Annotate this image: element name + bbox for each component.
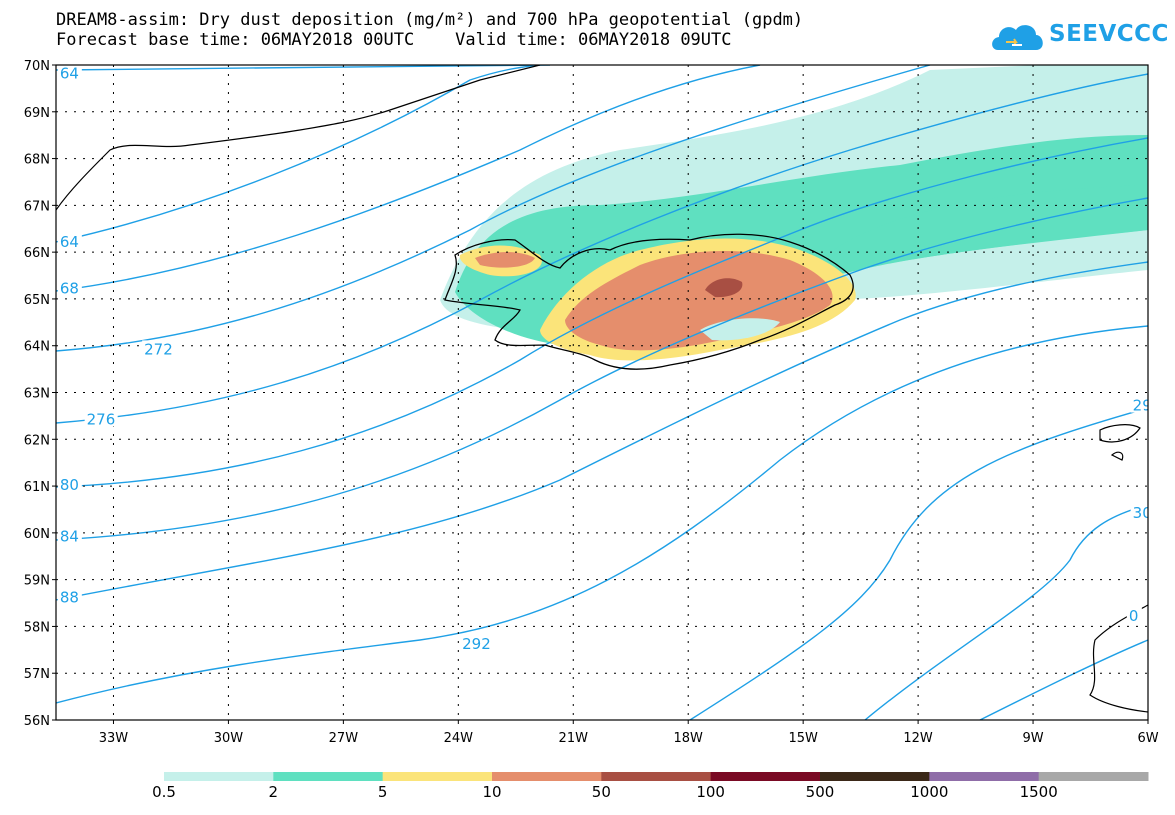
- lat-tick-label: 61N: [24, 480, 50, 495]
- lon-tick-label: 30W: [214, 731, 244, 746]
- lon-tick-label: 18W: [674, 731, 704, 746]
- contour-label-bg: [57, 279, 82, 296]
- contour-label-bg: [460, 635, 494, 652]
- contour-label: 276: [87, 411, 116, 429]
- deposition-50-core: [705, 278, 743, 298]
- lon-tick-label: 33W: [99, 731, 129, 746]
- contour-label-bg: [57, 588, 82, 605]
- legend-label: 50: [591, 783, 611, 801]
- legend-label: 0.5: [152, 783, 176, 801]
- legend-swatch: [382, 772, 493, 781]
- legend-swatch: [820, 772, 930, 781]
- lon-tick-label: 21W: [559, 731, 589, 746]
- lat-tick-label: 57N: [24, 667, 50, 682]
- graticule-grid: [56, 65, 1148, 720]
- legend-swatch: [601, 772, 712, 781]
- contour-label: 0: [1129, 607, 1139, 625]
- legend-swatch: [492, 772, 602, 781]
- geopotential-contours: [56, 65, 1148, 720]
- lat-tick-label: 60N: [24, 527, 50, 542]
- legend-swatch: [1038, 772, 1149, 781]
- lon-tick-label: 6W: [1137, 731, 1158, 746]
- seevccc-cloud-logo-icon: [992, 25, 1043, 50]
- legend-label: 1500: [1019, 783, 1058, 801]
- lon-tick-label: 27W: [329, 731, 359, 746]
- contour-label-bg: [1126, 607, 1142, 624]
- lat-tick-label: 67N: [24, 199, 50, 214]
- lat-tick-label: 64N: [24, 340, 50, 355]
- lon-tick-label: 24W: [444, 731, 474, 746]
- legend-label: 5: [377, 783, 388, 801]
- legend-label: 100: [696, 783, 725, 801]
- legend-label: 2: [268, 783, 279, 801]
- lat-tick-label: 62N: [24, 433, 50, 448]
- legend-swatch: [273, 772, 384, 781]
- faroe-coastline: [1099, 424, 1141, 461]
- contour-label-bg: [84, 410, 118, 427]
- lat-tick-label: 63N: [24, 387, 50, 402]
- map-title: DREAM8-assim: Dry dust deposition (mg/m²…: [56, 10, 804, 30]
- legend-swatch: [710, 772, 821, 781]
- legend-swatch: [164, 772, 274, 781]
- seevccc-logo-text: SEEVCCC: [1049, 21, 1169, 47]
- lat-tick-label: 66N: [24, 246, 50, 261]
- color-legend-bar: [164, 772, 1149, 781]
- deposition-10-band-west: [475, 252, 535, 268]
- greenland-coastline: [56, 65, 541, 211]
- contour-label: 64: [60, 233, 79, 251]
- contour-label-bg: [57, 476, 82, 493]
- map-subtitle-times: Forecast base time: 06MAY2018 00UTC Vali…: [56, 30, 732, 50]
- contour-label-bg: [142, 340, 176, 357]
- contour-label: 64: [60, 64, 79, 82]
- lat-tick-label: 58N: [24, 620, 50, 635]
- contour-labels: 64 64 68 272 276 80 84 88 292 29 30 0: [57, 64, 1152, 653]
- contour-label: 68: [60, 280, 79, 298]
- lon-tick-label: 12W: [903, 731, 933, 746]
- axis-ticks: [52, 64, 1149, 724]
- lat-tick-label: 68N: [24, 153, 50, 168]
- lat-tick-label: 65N: [24, 293, 50, 308]
- legend-label: 10: [482, 783, 502, 801]
- contour-label: 84: [60, 528, 79, 546]
- lat-tick-label: 59N: [24, 574, 50, 589]
- contour-label-bg: [1130, 504, 1148, 521]
- contour-label: 80: [60, 476, 79, 494]
- contour-label-bg: [57, 232, 82, 249]
- contour-label: 29: [1133, 397, 1152, 415]
- lat-tick-label: 70N: [24, 59, 50, 74]
- deposition-2-band-east: [820, 185, 1148, 270]
- contour-label-bg: [57, 65, 82, 81]
- contour-label: 88: [60, 588, 79, 606]
- contour-label: 30: [1133, 504, 1152, 522]
- lon-tick-label: 9W: [1022, 731, 1043, 746]
- longitude-labels: 33W 30W 27W 24W 21W 18W 15W 12W 9W 6W: [99, 731, 1159, 746]
- contour-label: 292: [462, 635, 491, 653]
- contour-label-bg: [1130, 396, 1148, 413]
- lat-tick-label: 56N: [24, 714, 50, 729]
- legend-swatch: [929, 772, 1040, 781]
- contour-label: 272: [144, 340, 173, 358]
- latitude-labels: 70N 69N 68N 67N 66N 65N 64N 63N 62N 61N 60N 59N 58N 5…: [24, 59, 50, 729]
- legend-label: 1000: [910, 783, 949, 801]
- legend-label: 500: [805, 783, 835, 801]
- lon-tick-label: 15W: [788, 731, 818, 746]
- lat-tick-label: 69N: [24, 106, 50, 121]
- scotland-coastline: [1089, 604, 1148, 713]
- contour-label-bg: [57, 527, 82, 544]
